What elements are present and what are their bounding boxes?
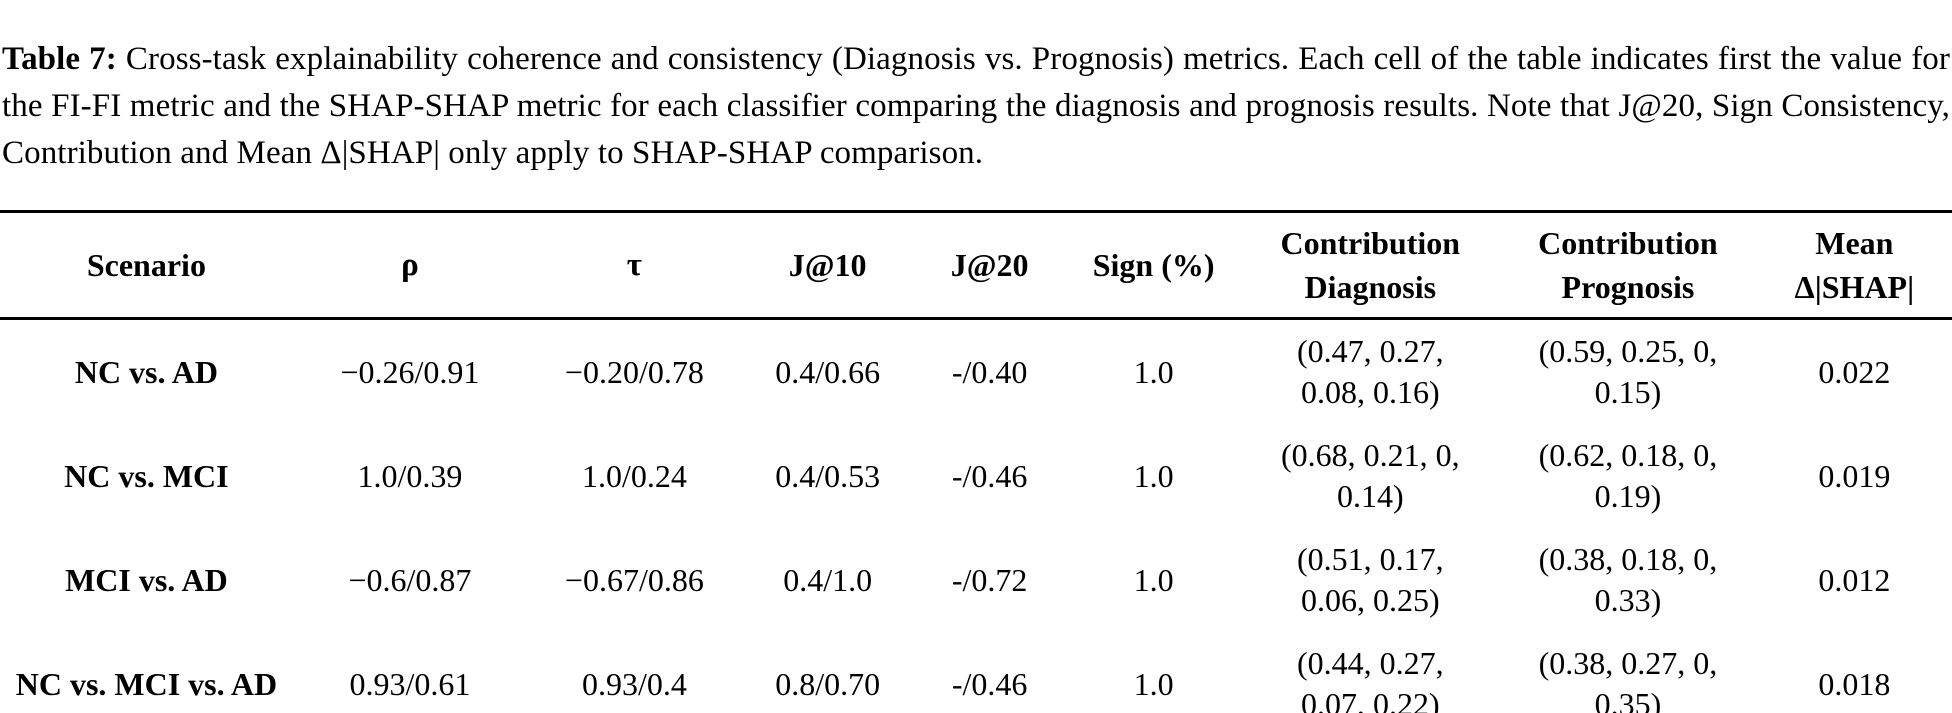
header-mean-delta-shap: Mean Δ|SHAP|	[1794, 225, 1915, 305]
cell-rho: −0.6/0.87	[348, 561, 472, 598]
cell-sign: 1.0	[1133, 353, 1174, 390]
table-row: NC vs. MCI 1.0/0.39 1.0/0.24 0.4/0.53 -/…	[0, 424, 1952, 528]
row-scenario: NC vs. MCI	[64, 458, 229, 494]
cell-rho: 1.0/0.39	[357, 457, 463, 494]
cell-mean-delta-shap: 0.022	[1818, 353, 1891, 390]
cell-contribution-diagnosis: (0.47, 0.27, 0.08, 0.16)	[1296, 333, 1444, 410]
table-caption-label: Table 7:	[2, 41, 117, 77]
cell-rho: −0.26/0.91	[340, 353, 480, 390]
row-scenario: NC vs. AD	[74, 354, 218, 390]
cell-tau: −0.67/0.86	[564, 561, 704, 598]
cell-contribution-prognosis: (0.62, 0.18, 0, 0.19)	[1538, 437, 1718, 514]
header-sign: Sign (%)	[1092, 247, 1215, 283]
row-scenario: MCI vs. AD	[65, 562, 228, 598]
cell-contribution-prognosis: (0.38, 0.27, 0, 0.35)	[1538, 645, 1718, 713]
header-tau: τ	[626, 247, 642, 283]
metrics-table: Scenario ρ τ J@10 J@20 Sign (%) Contribu…	[0, 210, 1952, 713]
cell-tau: −0.20/0.78	[564, 353, 704, 390]
cell-j20: -/0.40	[951, 353, 1028, 390]
cell-sign: 1.0	[1133, 457, 1174, 494]
cell-mean-delta-shap: 0.019	[1818, 457, 1891, 494]
table-caption-text: Cross-task explainability coherence and …	[2, 41, 1950, 171]
cell-j10: 0.4/0.66	[775, 353, 881, 390]
table-row: MCI vs. AD −0.6/0.87 −0.67/0.86 0.4/1.0 …	[0, 528, 1952, 632]
header-j10: J@10	[788, 247, 867, 283]
cell-tau: 0.93/0.4	[581, 665, 687, 702]
header-scenario: Scenario	[86, 247, 206, 283]
header-rho: ρ	[401, 247, 419, 283]
row-scenario: NC vs. MCI vs. AD	[15, 666, 278, 702]
cell-sign: 1.0	[1133, 665, 1174, 702]
cell-mean-delta-shap: 0.012	[1818, 561, 1891, 598]
cell-j20: -/0.46	[951, 665, 1028, 702]
cell-contribution-diagnosis: (0.44, 0.27, 0.07, 0.22)	[1296, 645, 1444, 713]
cell-rho: 0.93/0.61	[349, 665, 471, 702]
table-row: NC vs. AD −0.26/0.91 −0.20/0.78 0.4/0.66…	[0, 319, 1952, 425]
cell-sign: 1.0	[1133, 561, 1174, 598]
cell-tau: 1.0/0.24	[581, 457, 687, 494]
header-contribution-prognosis: Contribution Prognosis	[1538, 225, 1718, 305]
cell-j10: 0.4/0.53	[775, 457, 881, 494]
cell-j20: -/0.46	[951, 457, 1028, 494]
cell-contribution-prognosis: (0.38, 0.18, 0, 0.33)	[1538, 541, 1718, 618]
header-row: Scenario ρ τ J@10 J@20 Sign (%) Contribu…	[0, 212, 1952, 319]
cell-contribution-prognosis: (0.59, 0.25, 0, 0.15)	[1538, 333, 1718, 410]
header-j20: J@20	[950, 247, 1029, 283]
cell-contribution-diagnosis: (0.68, 0.21, 0, 0.14)	[1280, 437, 1460, 514]
cell-j10: 0.4/1.0	[783, 561, 873, 598]
table-row: NC vs. MCI vs. AD 0.93/0.61 0.93/0.4 0.8…	[0, 632, 1952, 713]
cell-contribution-diagnosis: (0.51, 0.17, 0.06, 0.25)	[1296, 541, 1444, 618]
cell-j20: -/0.72	[951, 561, 1028, 598]
header-contribution-diagnosis: Contribution Diagnosis	[1280, 225, 1461, 305]
table-caption: Table 7: Cross-task explainability coher…	[0, 33, 1952, 177]
cell-j10: 0.8/0.70	[775, 665, 881, 702]
cell-mean-delta-shap: 0.018	[1818, 665, 1891, 702]
